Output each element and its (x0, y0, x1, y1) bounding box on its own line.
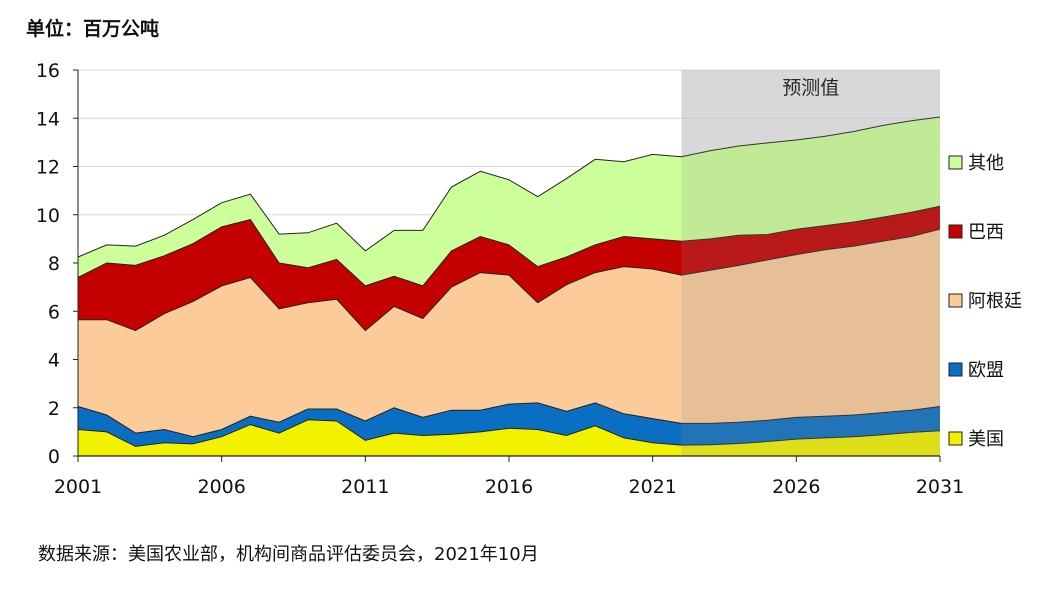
area-美国 (78, 419, 940, 456)
legend-label: 欧盟 (968, 360, 1004, 381)
forecast-overlay (681, 70, 940, 456)
legend-swatch (948, 224, 963, 239)
area-edge-欧盟 (77, 402, 941, 438)
legend-label: 其他 (968, 153, 1004, 174)
x-tick-label: 2011 (341, 476, 389, 498)
x-tick-label: 2021 (628, 476, 676, 498)
area-其他 (78, 117, 940, 286)
legend-swatch (948, 431, 963, 446)
y-tick-label: 8 (48, 253, 60, 275)
area-edge-其他 (77, 116, 941, 258)
y-tick-label: 2 (48, 398, 60, 420)
area-edge-阿根廷 (78, 228, 941, 332)
area-edge-美国 (77, 419, 941, 447)
source-note: 数据来源：美国农业部，机构间商品评估委员会，2021年10月 (38, 544, 539, 565)
legend-label: 阿根廷 (968, 291, 1022, 312)
legend-swatch (948, 293, 963, 308)
legend-item-欧盟: 欧盟 (948, 360, 1004, 381)
y-tick-label: 4 (48, 350, 60, 372)
legend-swatch (948, 362, 963, 377)
y-tick-label: 12 (36, 157, 60, 179)
area-series (77, 116, 941, 456)
legend-label: 巴西 (968, 222, 1004, 243)
legend-item-美国: 美国 (948, 429, 1004, 450)
x-tick-label: 2006 (197, 476, 245, 498)
x-tick-label: 2026 (772, 476, 820, 498)
area-欧盟 (78, 402, 940, 447)
legend-label: 美国 (968, 429, 1004, 450)
legend-swatch (948, 155, 963, 170)
area-edge-巴西 (77, 205, 941, 287)
x-tick-label: 2001 (54, 476, 102, 498)
axes: 0 2 4 6 8 10 12 14 16 2001 2006 2011 2016 2021 2026 203… (36, 60, 964, 498)
x-tick-label: 2031 (916, 476, 964, 498)
y-tick-label: 10 (36, 205, 60, 227)
legend-item-其他: 其他 (948, 153, 1004, 174)
y-tick-label: 6 (48, 301, 60, 323)
x-tick-label: 2016 (485, 476, 533, 498)
legend-item-阿根廷: 阿根廷 (948, 291, 1022, 312)
area-阿根廷 (78, 229, 940, 437)
y-tick-label: 0 (48, 446, 60, 468)
forecast-shade (681, 70, 940, 456)
legend-item-巴西: 巴西 (948, 222, 1004, 243)
y-tick-label: 16 (36, 60, 60, 82)
y-tick-label: 14 (36, 108, 60, 130)
unit-label: 单位：百万公吨 (26, 18, 160, 40)
forecast-label: 预测值 (782, 77, 839, 99)
